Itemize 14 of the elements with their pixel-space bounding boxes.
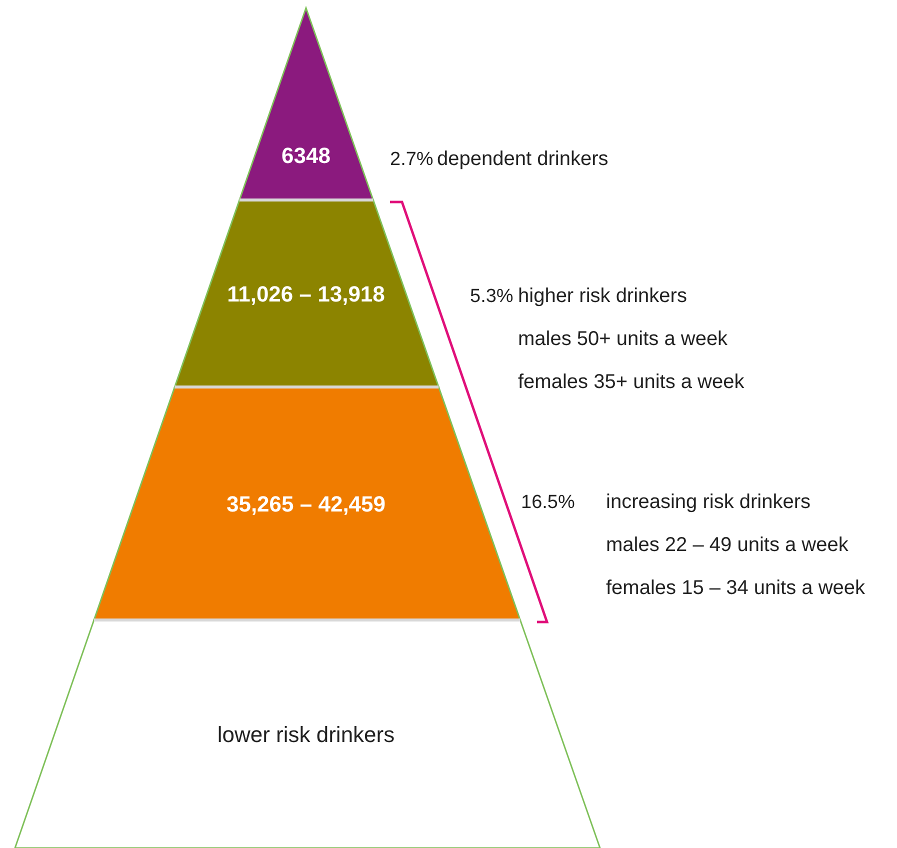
category-label: lower risk drinkers <box>217 722 395 747</box>
data-label: 2.7% <box>390 149 434 170</box>
text: females 15 – 34 units a week <box>606 577 866 599</box>
text: higher risk drinkers <box>518 285 687 307</box>
text: dependent drinkers <box>437 148 608 170</box>
text: males 50+ units a week <box>518 328 729 350</box>
data-label: 16.5% <box>521 492 575 513</box>
category-label: 11,026 – 13,918 <box>227 282 385 306</box>
data-label: 5.3% <box>470 286 514 307</box>
category-label: 35,265 – 42,459 <box>226 492 386 516</box>
text: increasing risk drinkers <box>606 491 811 513</box>
text: females 35+ units a week <box>518 371 746 393</box>
text: males 22 – 49 units a week <box>606 534 850 556</box>
category-label: 6348 <box>282 143 330 168</box>
